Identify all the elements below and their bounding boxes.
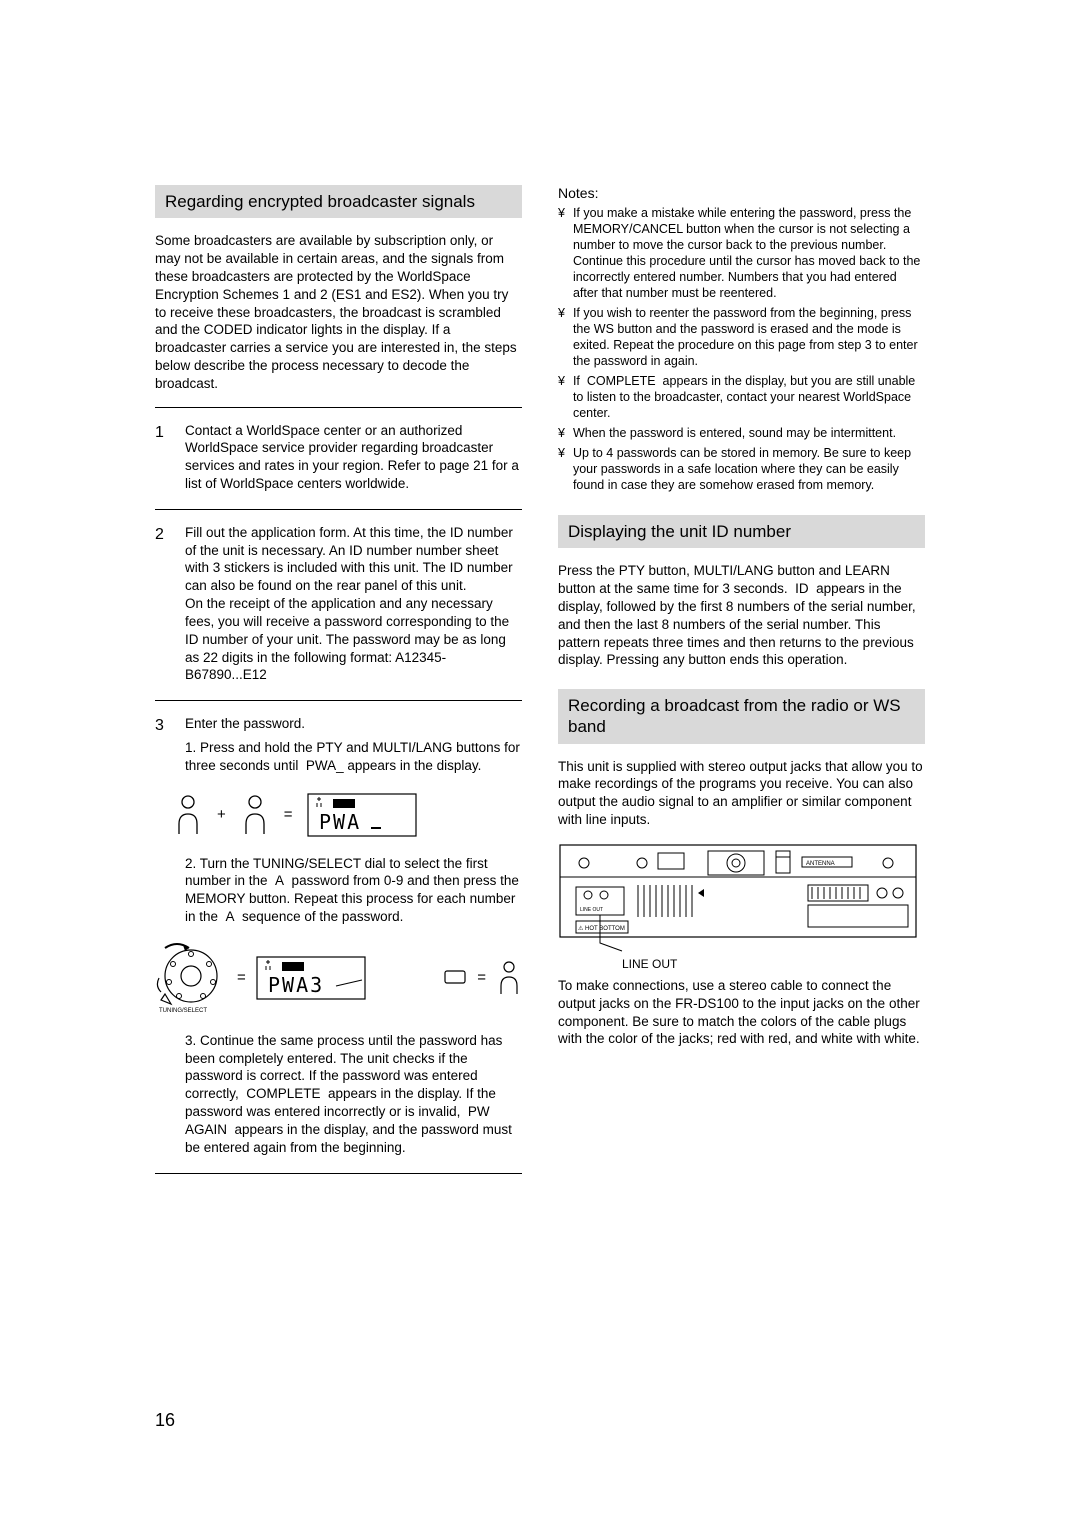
section-heading-unit-id: Displaying the unit ID number bbox=[558, 515, 925, 548]
bullet-mark-icon: ¥ bbox=[558, 305, 565, 369]
step-number: 1 bbox=[155, 422, 173, 493]
diagram-buttons-lcd: + = PWA bbox=[173, 793, 522, 837]
step-2: 2 Fill out the application form. At this… bbox=[155, 518, 522, 692]
note-item: ¥If you wish to reenter the password fro… bbox=[558, 305, 925, 369]
note-text: When the password is entered, sound may … bbox=[573, 425, 896, 441]
equals-icon: = bbox=[233, 969, 250, 986]
step-text: Fill out the application form. At this t… bbox=[185, 524, 522, 684]
section-heading-recording: Recording a broadcast from the radio or … bbox=[558, 689, 925, 744]
button-icon bbox=[173, 794, 203, 836]
line-out-label: LINE OUT bbox=[622, 957, 925, 971]
manual-page: Regarding encrypted broadcaster signals … bbox=[155, 185, 925, 1182]
right-column: Notes: ¥If you make a mistake while ente… bbox=[558, 185, 925, 1182]
substep-3-3: 3. Continue the same process until the p… bbox=[185, 1032, 522, 1157]
lcd-display-icon: PWA bbox=[307, 793, 417, 837]
step-3-intro: Enter the password. bbox=[185, 715, 522, 733]
notes-heading: Notes: bbox=[558, 185, 925, 201]
page-number: 16 bbox=[155, 1410, 175, 1431]
note-text: Up to 4 passwords can be stored in memor… bbox=[573, 445, 925, 493]
unit-id-paragraph: Press the PTY button, MULTI/LANG button … bbox=[558, 562, 925, 669]
step-text: Enter the password. 1. Press and hold th… bbox=[185, 715, 522, 774]
divider bbox=[155, 509, 522, 510]
plus-icon: + bbox=[213, 806, 230, 823]
left-column: Regarding encrypted broadcaster signals … bbox=[155, 185, 522, 1182]
svg-text:TUNING/SELECT: TUNING/SELECT bbox=[159, 1008, 207, 1014]
button-icon bbox=[496, 960, 522, 996]
note-item: ¥If you make a mistake while entering th… bbox=[558, 205, 925, 301]
svg-text:PWA: PWA bbox=[319, 810, 361, 834]
substep-3-1: 1. Press and hold the PTY and MULTI/LANG… bbox=[185, 739, 522, 775]
diagram-dial-lcd-memory: TUNING/SELECT = PWA3 bbox=[155, 942, 522, 1014]
note-text: If you wish to reenter the password from… bbox=[573, 305, 925, 369]
note-item: ¥ When the password is entered, sound may… bbox=[558, 425, 925, 441]
svg-text:⚠ HOT BOTTOM: ⚠ HOT BOTTOM bbox=[578, 925, 625, 932]
recording-paragraph-a: This unit is supplied with stereo output… bbox=[558, 758, 925, 829]
notes-list: ¥If you make a mistake while entering th… bbox=[558, 205, 925, 493]
note-item: ¥If COMPLETE appears in the display, but… bbox=[558, 373, 925, 421]
button-icon bbox=[240, 794, 270, 836]
bullet-mark-icon: ¥ bbox=[558, 425, 565, 441]
svg-text:PWA3: PWA3 bbox=[268, 973, 324, 997]
substep-3-2: 2. Turn the TUNING/SELECT dial to select… bbox=[185, 855, 522, 926]
substep-3-3-wrap: 3. Continue the same process until the p… bbox=[155, 1026, 522, 1165]
step-2-text-a: Fill out the application form. At this t… bbox=[185, 525, 513, 593]
divider bbox=[155, 700, 522, 701]
step-2-text-b: On the receipt of the application and an… bbox=[185, 596, 509, 682]
equals-icon: = bbox=[280, 806, 297, 823]
equals-icon: = bbox=[473, 969, 490, 986]
bullet-mark-icon: ¥ bbox=[558, 445, 565, 493]
substep-3-2-wrap: 2. Turn the TUNING/SELECT dial to select… bbox=[155, 849, 522, 934]
memory-button-icon bbox=[443, 969, 467, 987]
divider bbox=[155, 1173, 522, 1174]
intro-paragraph: Some broadcasters are available by subsc… bbox=[155, 232, 522, 392]
lcd-display-icon: PWA3 bbox=[256, 956, 366, 1000]
divider bbox=[155, 407, 522, 408]
bullet-mark-icon: ¥ bbox=[558, 373, 565, 421]
recording-paragraph-b: To make connections, use a stereo cable … bbox=[558, 977, 925, 1048]
tuning-dial-icon: TUNING/SELECT bbox=[155, 942, 227, 1014]
note-text: If you make a mistake while entering the… bbox=[573, 205, 925, 301]
note-text: If COMPLETE appears in the display, but … bbox=[573, 373, 925, 421]
step-number: 3 bbox=[155, 715, 173, 774]
section-heading-encrypted: Regarding encrypted broadcaster signals bbox=[155, 185, 522, 218]
step-number: 2 bbox=[155, 524, 173, 684]
svg-text:LINE OUT: LINE OUT bbox=[580, 907, 603, 913]
note-item: ¥Up to 4 passwords can be stored in memo… bbox=[558, 445, 925, 493]
device-rear-panel-icon: ANTENNA LINE OUT bbox=[558, 843, 925, 953]
two-column-layout: Regarding encrypted broadcaster signals … bbox=[155, 185, 925, 1182]
step-text: Contact a WorldSpace center or an author… bbox=[185, 422, 522, 493]
svg-text:ANTENNA: ANTENNA bbox=[806, 861, 835, 867]
step-1: 1 Contact a WorldSpace center or an auth… bbox=[155, 416, 522, 501]
bullet-mark-icon: ¥ bbox=[558, 205, 565, 301]
step-3: 3 Enter the password. 1. Press and hold … bbox=[155, 709, 522, 782]
